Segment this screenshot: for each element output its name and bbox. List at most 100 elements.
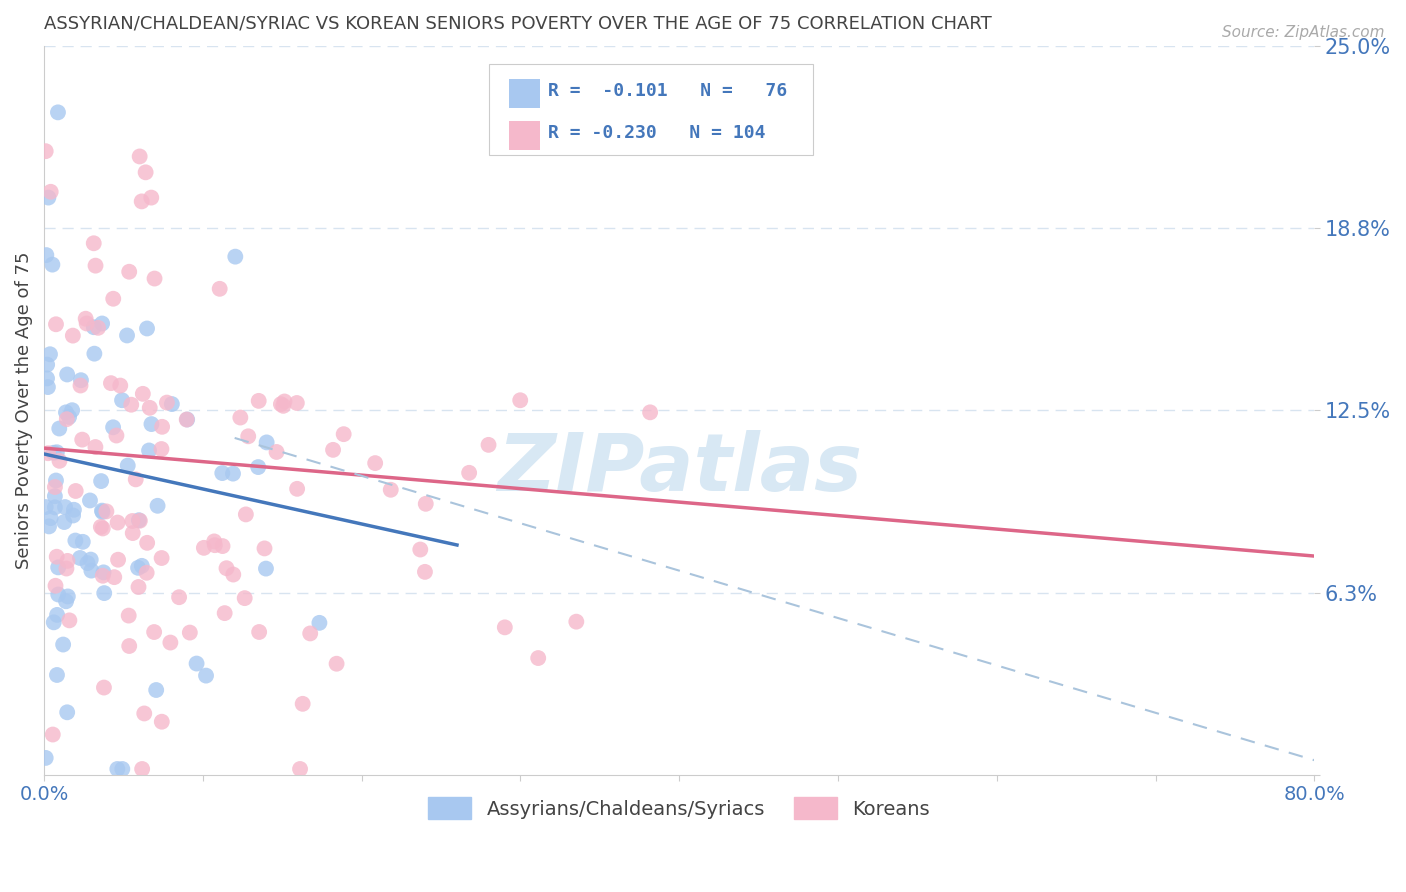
Point xyxy=(79,493,101,508)
Point xyxy=(135,566,157,580)
Point xyxy=(65,533,87,548)
Point xyxy=(91,568,114,582)
Point xyxy=(56,590,79,604)
Point xyxy=(121,514,143,528)
Point xyxy=(70,373,93,387)
Point xyxy=(229,410,252,425)
Point xyxy=(46,105,69,120)
Point xyxy=(160,397,183,411)
Point xyxy=(235,508,257,522)
Point xyxy=(247,460,270,475)
Point xyxy=(143,271,166,285)
Point xyxy=(93,586,115,600)
Point xyxy=(62,508,84,523)
Point xyxy=(208,282,231,296)
Point xyxy=(222,567,245,582)
Point xyxy=(41,258,63,272)
Text: R = -0.230   N = 104: R = -0.230 N = 104 xyxy=(548,124,766,142)
Point xyxy=(45,549,67,564)
Point xyxy=(159,635,181,649)
Point xyxy=(35,144,58,158)
Point xyxy=(176,412,198,426)
Point xyxy=(100,376,122,391)
Point xyxy=(143,625,166,640)
Point xyxy=(138,443,160,458)
Point xyxy=(128,513,150,527)
Point xyxy=(63,502,86,516)
Point xyxy=(415,497,437,511)
Point xyxy=(134,706,156,721)
Point xyxy=(308,615,330,630)
Point xyxy=(127,561,149,575)
Point xyxy=(131,194,153,209)
Point xyxy=(141,417,163,431)
Point xyxy=(167,591,190,605)
Text: ASSYRIAN/CHALDEAN/SYRIAC VS KOREAN SENIORS POVERTY OVER THE AGE OF 75 CORRELATIO: ASSYRIAN/CHALDEAN/SYRIAC VS KOREAN SENIO… xyxy=(44,15,991,33)
Point xyxy=(150,442,173,456)
Point xyxy=(37,446,59,460)
Point xyxy=(204,538,226,552)
Point xyxy=(118,265,141,279)
Point xyxy=(91,317,114,331)
Point xyxy=(291,697,314,711)
Point xyxy=(105,762,128,776)
Point xyxy=(55,561,77,575)
Point xyxy=(76,556,98,570)
Point xyxy=(131,762,153,776)
Point xyxy=(83,346,105,360)
Point xyxy=(58,613,80,627)
Point xyxy=(214,606,236,620)
Point xyxy=(115,328,138,343)
Point xyxy=(80,564,103,578)
Point xyxy=(45,445,67,459)
Point xyxy=(247,393,270,408)
Point xyxy=(380,483,402,497)
Point xyxy=(125,472,148,486)
Point xyxy=(75,311,97,326)
Point xyxy=(141,191,163,205)
Point xyxy=(53,500,76,514)
Point xyxy=(509,393,531,408)
Point xyxy=(364,456,387,470)
Point xyxy=(55,594,77,608)
Point xyxy=(565,615,588,629)
Point xyxy=(84,259,107,273)
Point xyxy=(128,514,150,528)
Point xyxy=(150,419,173,434)
Point xyxy=(72,534,94,549)
Point xyxy=(93,566,115,580)
Point xyxy=(136,321,159,335)
Point xyxy=(42,446,65,460)
Point xyxy=(322,442,344,457)
Point xyxy=(458,466,481,480)
Point xyxy=(211,466,233,480)
Point xyxy=(84,440,107,454)
Point xyxy=(139,401,162,415)
Point xyxy=(215,561,238,575)
Text: ZIPatlas: ZIPatlas xyxy=(496,430,862,508)
Point xyxy=(107,552,129,566)
Point xyxy=(247,625,270,640)
Point xyxy=(46,587,69,601)
Point xyxy=(128,149,150,163)
Point xyxy=(48,421,70,435)
Point xyxy=(211,539,233,553)
Point xyxy=(103,570,125,584)
Point xyxy=(131,558,153,573)
Point xyxy=(35,500,58,514)
Point xyxy=(145,683,167,698)
Point xyxy=(46,560,69,574)
Point xyxy=(638,405,661,419)
Point xyxy=(253,541,276,556)
Point xyxy=(56,706,79,720)
Point xyxy=(299,626,322,640)
Point xyxy=(42,727,65,741)
Point xyxy=(44,480,66,494)
FancyBboxPatch shape xyxy=(509,120,540,150)
Point xyxy=(254,561,277,575)
Point xyxy=(413,565,436,579)
Point xyxy=(56,554,79,568)
Text: Source: ZipAtlas.com: Source: ZipAtlas.com xyxy=(1222,25,1385,40)
Point xyxy=(46,607,69,622)
Point xyxy=(233,591,256,606)
